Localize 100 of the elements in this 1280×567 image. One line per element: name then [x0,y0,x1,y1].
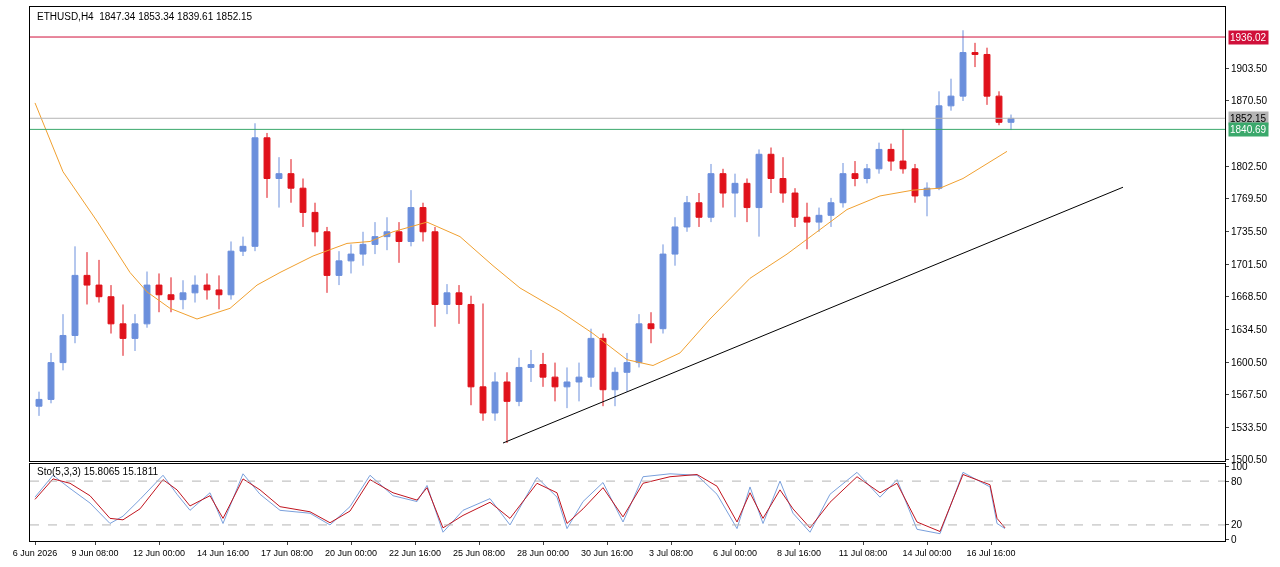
y-tick-label: 0 [1231,534,1237,546]
candlestick [959,29,967,102]
y-tick-label: 1769.50 [1231,192,1268,204]
candlestick [623,352,631,393]
y-tick-label: 1701.50 [1231,258,1268,270]
candlestick [791,187,799,228]
y-tick-label: 1903.50 [1231,63,1268,75]
x-tick-label: 25 Jun 08:00 [452,547,506,558]
candlestick [503,371,511,444]
candlestick [431,226,439,328]
candlestick [191,274,199,304]
x-tick-label: 12 Jun 00:00 [132,547,186,558]
candlestick [359,231,367,267]
candlestick [803,202,811,250]
candlestick [83,251,91,305]
x-tick-label: 28 Jun 00:00 [516,547,570,558]
candlestick [227,240,235,301]
candlestick [119,303,127,357]
x-tick-label: 9 Jun 08:00 [71,547,119,558]
x-tick-label: 14 Jun 16:00 [196,547,250,558]
candlestick [587,328,595,388]
candlestick [599,333,607,407]
candlestick [911,163,919,204]
candlestick [311,202,319,247]
candlestick [179,279,187,310]
candlestick [575,362,583,402]
candlestick [47,352,55,404]
candlestick [815,207,823,233]
x-tick-label: 16 Jul 16:00 [966,547,1016,558]
candlestick [395,221,403,264]
ref-line-label: 1852.15 [1230,113,1267,124]
y-tick-label: 1802.50 [1231,160,1268,172]
y-tick-label: 1533.50 [1231,421,1268,433]
candlestick [887,143,895,172]
ref-line-label: 1936.02 [1230,32,1267,43]
candlestick [779,156,787,204]
y-tick-label: 1634.50 [1231,323,1268,335]
candlestick [107,284,115,335]
candlestick [131,313,139,352]
chart-title: ETHUSD,H4 1847.34 1853.34 1839.61 1852.15 [37,11,253,22]
candlestick [215,274,223,310]
candlestick [263,132,271,199]
candlestick [539,352,547,388]
candlestick [527,349,535,383]
candlestick [443,283,451,315]
y-tick-label: 20 [1231,519,1243,531]
candlestick [827,197,835,228]
x-tick-label: 8 Jul 16:00 [776,547,822,558]
candlestick [899,128,907,175]
y-tick-label: 1600.50 [1231,356,1268,368]
candlestick [551,362,559,402]
y-tick-label: 1870.50 [1231,95,1268,106]
candlestick [563,366,571,409]
candlestick [839,162,847,209]
candlestick [59,313,67,371]
candlestick [455,284,463,325]
candlestick [971,42,979,68]
x-tick-label: 17 Jun 08:00 [260,547,314,558]
candlestick [35,391,43,417]
candlestick [947,78,955,112]
candlestick [707,163,715,223]
candlestick [875,142,883,175]
candlestick [515,357,523,407]
x-tick-label: 11 Jul 08:00 [838,547,888,558]
candlestick [935,90,943,191]
candlestick [719,168,727,209]
x-tick-label: 30 Jun 16:00 [580,547,634,558]
candlestick [647,311,655,344]
candlestick [203,272,211,301]
candlestick [731,173,739,218]
candlestick [275,156,283,209]
y-tick-label: 1668.50 [1231,290,1268,302]
y-tick-label: 1567.50 [1231,388,1268,400]
candlestick [671,216,679,267]
candlestick [155,272,163,313]
candlestick [743,178,751,223]
candlestick [611,366,619,407]
candlestick [335,250,343,286]
candlestick [71,245,79,344]
x-tick-label: 20 Jun 00:00 [324,547,378,558]
candlestick [635,313,643,368]
candlestick [851,160,859,187]
candlestick [347,243,355,274]
candlestick [767,147,775,194]
candlestick [479,303,487,422]
ref-line-label: 1840.69 [1230,124,1267,135]
x-tick-label: 3 Jul 08:00 [648,547,694,558]
candlestick [95,259,103,304]
x-tick-label: 6 Jun 2026 [12,547,58,558]
x-tick-label: 22 Jun 16:00 [388,547,442,558]
candlestick [419,202,427,242]
candlestick [287,158,295,204]
chart-title: Sto(5,3,3) 15.8065 15.1811 [37,466,159,477]
candlestick [983,47,991,106]
y-tick-label: 80 [1231,475,1243,487]
candlestick [755,148,763,238]
line-series [34,102,1008,367]
candlestick [659,243,667,335]
candlestick [239,236,247,257]
candlestick [683,195,691,233]
